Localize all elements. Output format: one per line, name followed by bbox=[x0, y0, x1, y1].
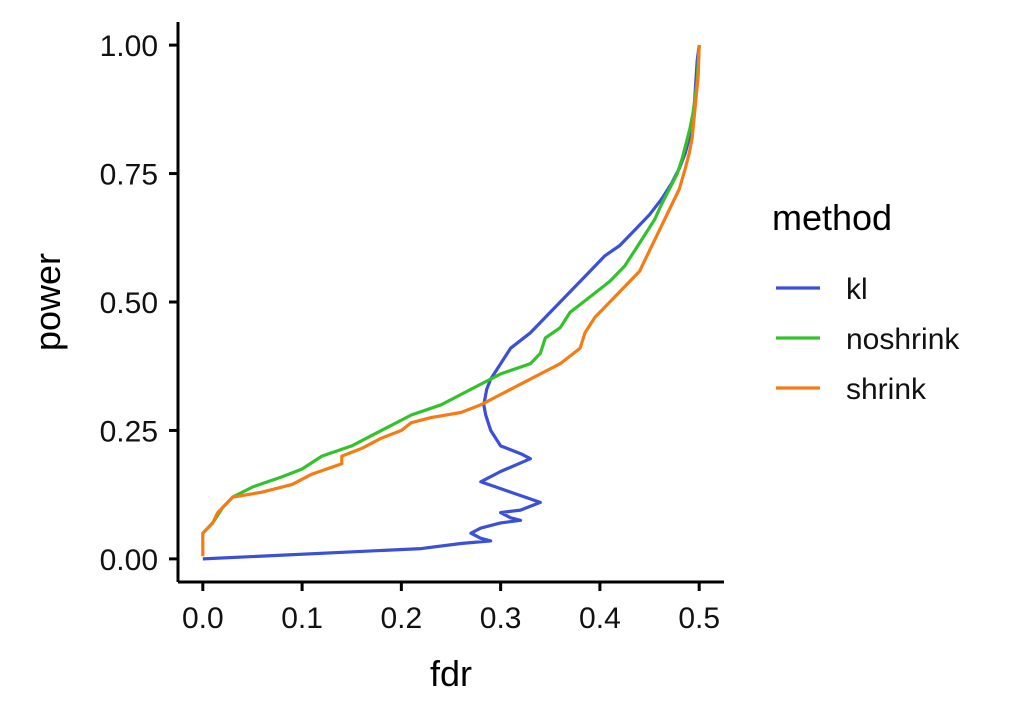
legend-label-shrink: shrink bbox=[846, 373, 927, 406]
x-axis-ticks: 0.0 0.1 0.2 0.3 0.4 0.5 bbox=[182, 582, 720, 635]
series-lines bbox=[201, 44, 701, 561]
legend-items: kl noshrink shrink bbox=[776, 273, 960, 406]
x-axis-title: fdr bbox=[430, 653, 472, 694]
series-line-shrink bbox=[201, 45, 701, 557]
y-tick-label: 0.25 bbox=[100, 415, 158, 448]
series-line-kl bbox=[202, 44, 701, 561]
plot-area: 0.0 0.1 0.2 0.3 0.4 0.5 0.00 0.25 0.50 0.75 1.00 bbox=[100, 22, 724, 635]
y-tick-label: 0.00 bbox=[100, 544, 158, 577]
y-tick-label: 0.50 bbox=[100, 287, 158, 320]
x-tick-label: 0.2 bbox=[381, 602, 423, 635]
legend-title: method bbox=[772, 197, 892, 238]
x-tick-label: 0.5 bbox=[678, 602, 720, 635]
x-tick-label: 0.3 bbox=[480, 602, 522, 635]
y-tick-label: 1.00 bbox=[100, 30, 158, 63]
y-tick-label: 0.75 bbox=[100, 159, 158, 192]
x-tick-label: 0.1 bbox=[281, 602, 323, 635]
y-axis-ticks: 0.00 0.25 0.50 0.75 1.00 bbox=[100, 30, 178, 577]
x-tick-label: 0.0 bbox=[182, 602, 224, 635]
x-tick-label: 0.4 bbox=[579, 602, 621, 635]
legend-label-kl: kl bbox=[846, 273, 868, 306]
series-line-noshrink bbox=[201, 45, 701, 535]
y-axis-title: power bbox=[27, 253, 68, 351]
legend: method kl noshrink shrink bbox=[772, 197, 960, 406]
legend-label-noshrink: noshrink bbox=[846, 323, 960, 356]
